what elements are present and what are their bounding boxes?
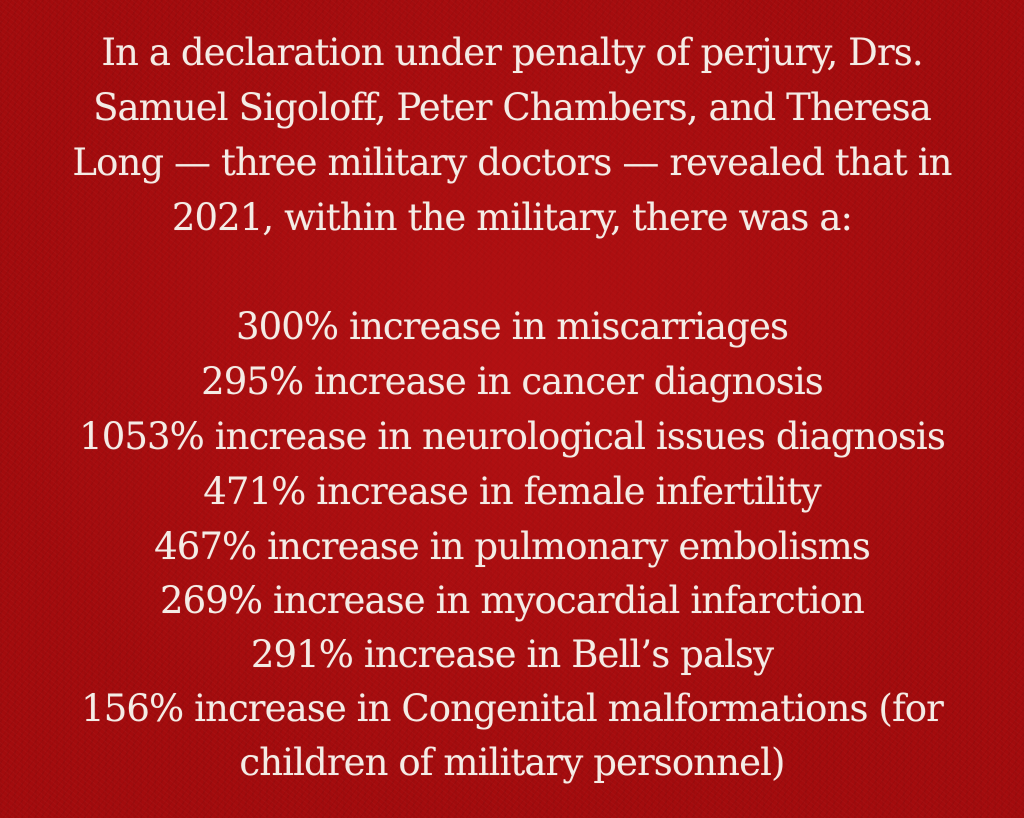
stat-line-embolisms: 467% increase in pulmonary embolisms [154, 525, 871, 568]
intro-line-3: Long — three military doctors — revealed… [72, 141, 952, 184]
stat-line-malformations-cont: children of military personnel) [239, 741, 785, 784]
stat-line-malformations: 156% increase in Congenital malformation… [81, 687, 944, 730]
stat-line-bells-palsy: 291% increase in Bell’s palsy [250, 633, 774, 676]
stat-line-neurological: 1053% increase in neurological issues di… [79, 415, 946, 458]
stat-line-infertility: 471% increase in female infertility [203, 470, 821, 513]
stat-line-infarction: 269% increase in myocardial infarction [160, 579, 865, 622]
intro-line-4: 2021, within the military, there was a: [171, 196, 853, 239]
stat-line-miscarriages: 300% increase in miscarriages [235, 305, 789, 348]
intro-line-2: Samuel Sigoloff, Peter Chambers, and The… [93, 86, 932, 129]
stat-line-cancer: 295% increase in cancer diagnosis [201, 360, 824, 403]
intro-line-1: In a declaration under penalty of perjur… [101, 31, 923, 74]
